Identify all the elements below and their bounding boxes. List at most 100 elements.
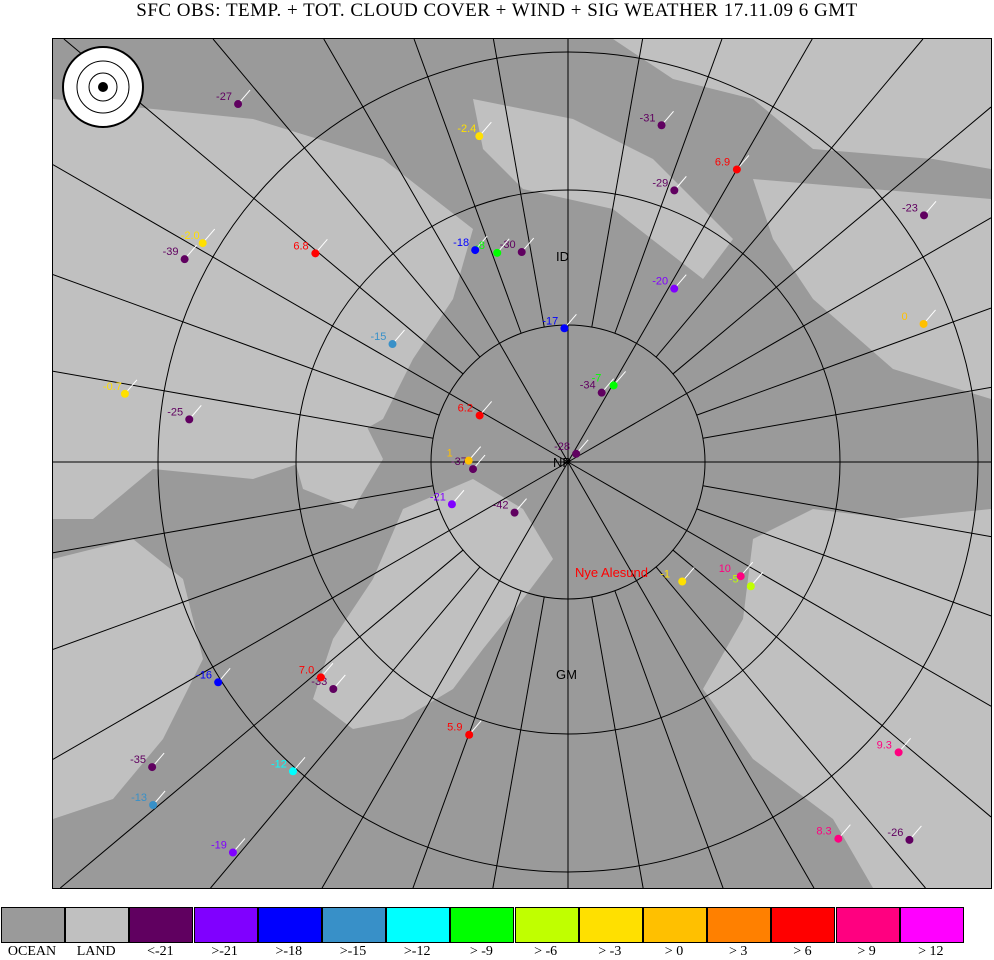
cloud-cover-dot — [572, 449, 581, 458]
station-nye-alesund-label: Nye Alesund — [575, 565, 648, 580]
station-obs: 10 — [719, 561, 754, 581]
meridian-line — [53, 274, 440, 416]
meridian-line — [614, 590, 724, 888]
legend-swatch — [65, 907, 130, 943]
temperature-value: -42 — [493, 500, 509, 512]
station-obs: -20 — [652, 274, 687, 293]
legend-swatch — [771, 907, 836, 943]
cloud-cover-dot — [198, 239, 207, 248]
meridian-line — [412, 590, 522, 888]
temperature-value: 0 — [902, 311, 908, 323]
legend-label: > -3 — [598, 944, 622, 959]
meridian-line — [53, 370, 434, 439]
legend-label: LAND — [76, 944, 116, 959]
station-obs: -34 — [580, 378, 615, 397]
cloud-cover-dot — [214, 678, 223, 687]
meridian-line — [655, 566, 926, 888]
station-obs: -16 — [196, 667, 231, 687]
meridian-line — [323, 39, 569, 463]
legend-swatch — [643, 907, 707, 943]
cloud-cover-dot — [149, 800, 158, 809]
legend-swatch — [257, 907, 322, 943]
temperature-value: -25 — [167, 406, 183, 418]
cloud-cover-dot — [493, 248, 502, 257]
cloud-cover-dot — [120, 389, 129, 398]
station-obs: -18 — [453, 235, 488, 255]
temperature-value: 9.3 — [877, 739, 892, 751]
station-obs: -25 — [167, 405, 202, 424]
cloud-cover-dot — [311, 249, 320, 258]
temperature-value: -20 — [652, 276, 668, 288]
cloud-cover-dot — [597, 388, 606, 397]
station-obs: 5.9 — [447, 720, 482, 739]
meridian-line — [492, 596, 545, 888]
legend-label: > -6 — [534, 944, 558, 959]
station-obs: -27 — [216, 89, 251, 109]
meridian-line — [591, 596, 644, 888]
temperature-value: -15 — [370, 331, 386, 343]
station-obs: -29 — [652, 176, 687, 195]
station-obs: -5 — [729, 571, 764, 591]
cloud-cover-dot — [657, 121, 666, 130]
temperature-value: -8 — [475, 240, 485, 252]
station-obs: 7.0 — [299, 662, 334, 682]
temperature-value: -34 — [580, 380, 596, 392]
station-obs: 6.2 — [458, 401, 493, 420]
cloud-cover-dot — [517, 248, 526, 257]
legend-swatch — [835, 907, 900, 943]
temperature-value: -18 — [453, 237, 469, 249]
legend-label: > 0 — [664, 944, 684, 959]
temperature-value: 10 — [719, 563, 731, 575]
station-obs: -8 — [475, 238, 510, 257]
temperature-value: 6.2 — [458, 402, 473, 414]
meridian-line — [567, 461, 991, 707]
cloud-cover-dot — [180, 255, 189, 264]
station-obs: -26 — [887, 825, 922, 844]
cloud-cover-dot — [447, 500, 456, 509]
cloud-cover-dot — [289, 767, 298, 776]
cloud-cover-dot — [465, 730, 474, 739]
temperature-value: -30 — [500, 239, 516, 251]
meridian-line — [696, 508, 991, 617]
station-obs: -1 — [660, 567, 695, 586]
meridian-line — [53, 461, 569, 760]
temperature-value: 8.3 — [816, 826, 831, 838]
greenwich-label: GM — [556, 667, 577, 682]
cloud-cover-dot — [471, 246, 480, 255]
meridian-line — [53, 485, 434, 554]
cloud-cover-dot — [475, 411, 484, 420]
temperature-value: -19 — [211, 839, 227, 851]
meridian-line — [702, 386, 991, 439]
north-pole-label: NP — [553, 455, 571, 470]
temperature-legend: OCEAN LAND <-21 >-21 >-18 >-15 >-12 > -9 > -6 > -… — [0, 906, 994, 959]
meridian-line — [53, 508, 440, 650]
cloud-cover-dot — [670, 186, 679, 195]
station-obs: -17 — [542, 313, 577, 333]
cloud-cover-dot — [234, 100, 243, 109]
temperature-value: 5.9 — [447, 722, 462, 734]
legend-label: > 6 — [793, 944, 812, 959]
cloud-cover-dot — [560, 324, 569, 333]
temperature-value: -17 — [542, 315, 558, 327]
temperature-value: -37 — [451, 456, 467, 468]
temperature-value: -7 — [592, 372, 602, 384]
land-masses — [53, 39, 991, 888]
station-obs: 6.8 — [293, 239, 328, 258]
legend-label: OCEAN — [7, 944, 57, 959]
cloud-cover-dot — [905, 835, 914, 844]
station-obs: -15 — [370, 329, 405, 349]
meridian-line — [672, 106, 991, 375]
meridian-line — [321, 461, 569, 888]
station-obs: -21 — [430, 489, 465, 509]
legend-swatch — [322, 907, 386, 943]
cloud-cover-dot — [388, 340, 397, 349]
station-obs: -31 — [640, 110, 674, 130]
cloud-cover-dot — [148, 763, 157, 772]
temperature-value: 6.9 — [715, 156, 730, 168]
temperature-value: -16 — [196, 669, 212, 681]
legend-label: >-12 — [403, 944, 431, 959]
legend-label: > -9 — [469, 944, 493, 959]
cloud-cover-dot — [670, 284, 679, 293]
weather-map: -42 -39 -37 -35 -34 -33 -31 -30 -29 -28 -27 -26 -25-… — [52, 38, 992, 889]
station-obs: -37 — [451, 454, 486, 474]
